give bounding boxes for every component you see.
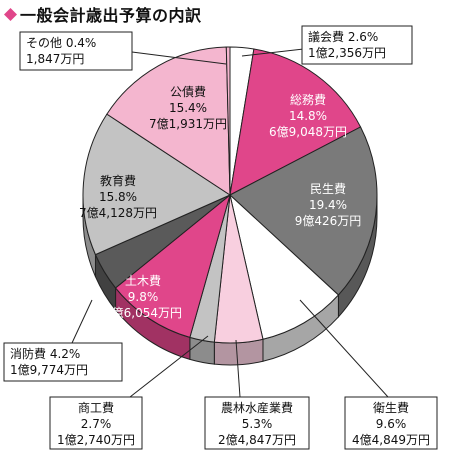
callout-text: 商工費 (78, 400, 114, 415)
chart-title: 一般会計歳出予算の内訳 (20, 6, 202, 25)
slice-name: 土木費 (125, 273, 161, 288)
callout-text: 2.7% (81, 417, 112, 431)
callout-box (344, 396, 438, 450)
pie-slices (82, 46, 378, 344)
callout-text: 消防費 4.2% (10, 346, 80, 361)
chart-header: 一般会計歳出予算の内訳 (4, 3, 202, 25)
callout-text: 1億2,740万円 (57, 433, 135, 447)
callout-text: 衛生費 (373, 400, 409, 415)
slice-name: 民生費 (310, 181, 346, 196)
callout-text: その他 0.4% (26, 36, 96, 50)
pie-slice-3 (229, 193, 340, 340)
slice-percent: 15.8% (99, 190, 137, 204)
callout-box (3, 342, 123, 382)
callout-text: 農林水産業費 (221, 400, 293, 415)
diamond-icon (4, 7, 17, 21)
callout-text: 2億4,847万円 (218, 433, 296, 447)
slice-percent: 14.8% (289, 109, 327, 123)
leader-line-3 (299, 299, 389, 398)
slice-label-3: 衛生費 9.6% 4億4,849万円 (344, 396, 438, 450)
slice-label-10: その他 0.4% 1,847万円 (19, 31, 133, 71)
pie-slice-2 (229, 126, 378, 296)
callout-box (49, 396, 143, 450)
pie-slice-1 (229, 48, 362, 196)
callout-box (19, 31, 133, 71)
callout-box (301, 25, 413, 65)
slice-name: 総務費 (290, 92, 326, 107)
slice-label-0: 議会費 2.6% 1億2,356万円 (301, 25, 413, 65)
leader-line-7 (71, 299, 93, 344)
slice-percent: 15.4% (169, 101, 207, 115)
slice-name: 公債費 (170, 84, 206, 99)
slice-label-8: 教育費 15.8% 7億4,128万円 (79, 173, 157, 220)
callout-text: 9.6% (376, 417, 407, 431)
slice-percent: 9.8% (128, 290, 159, 304)
slice-label-6: 土木費 9.8% 4億6,054万円 (104, 273, 182, 320)
pie-slice-9 (106, 46, 231, 196)
slice-amount: 7億4,128万円 (79, 206, 157, 220)
slice-label-5: 商工費 2.7% 1億2,740万円 (49, 396, 143, 450)
callout-text: 1,847万円 (26, 52, 84, 66)
pie-slice-6 (114, 193, 231, 338)
slice-amount: 4億6,054万円 (104, 306, 182, 320)
slice-amount: 7億1,931万円 (149, 117, 227, 131)
slice-label-1: 総務費 14.8% 6億9,048万円 (269, 92, 347, 139)
slice-percent: 19.4% (309, 198, 347, 212)
pie-slice-8 (82, 113, 232, 256)
slice-label-4: 農林水産業費 5.3% 2億4,847万円 (204, 396, 310, 450)
callout-text: 5.3% (242, 417, 273, 431)
slice-amount: 6億9,048万円 (269, 125, 347, 139)
slice-label-2: 民生費 19.4% 9億426万円 (295, 181, 362, 228)
callout-text: 1億2,356万円 (308, 46, 386, 60)
callout-text: 1億9,774万円 (10, 363, 88, 377)
slice-label-7: 消防費 4.2% 1億9,774万円 (3, 342, 123, 382)
callout-box (204, 396, 310, 450)
leader-line-5 (129, 335, 209, 398)
callout-text: 議会費 2.6% (308, 29, 378, 44)
leader-line-4 (235, 339, 241, 398)
leader-line-10 (131, 51, 227, 65)
slice-name: 教育費 (100, 173, 136, 188)
pie-slice-10 (225, 46, 231, 196)
callout-text: 4億4,849万円 (352, 433, 430, 447)
slice-label-9: 公債費 15.4% 7億1,931万円 (149, 84, 227, 131)
slice-amount: 9億426万円 (295, 214, 362, 228)
